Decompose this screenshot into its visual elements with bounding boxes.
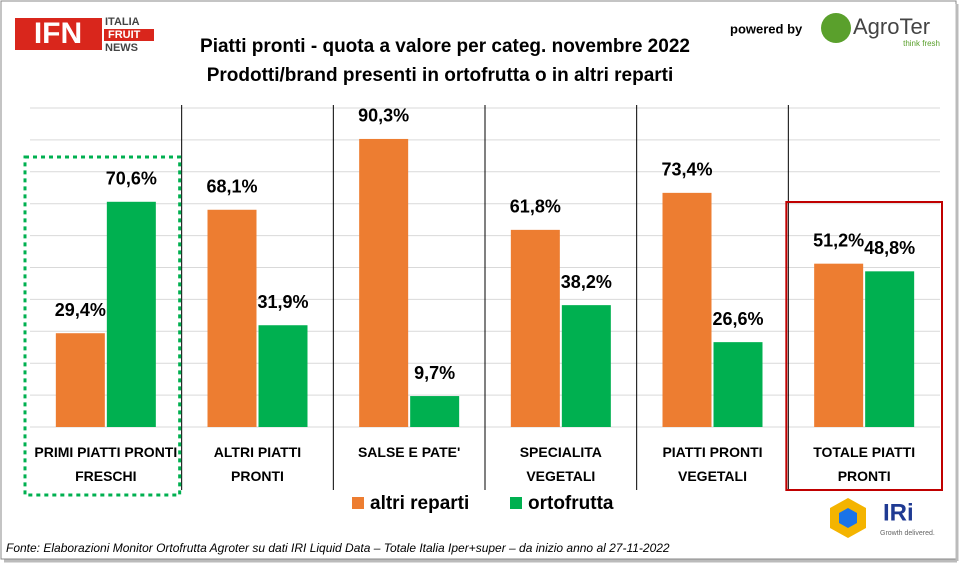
data-label: 48,8% [864,238,915,258]
agroter-tagline: think fresh [903,39,940,48]
bar [55,333,105,427]
source-note: Fonte: Elaborazioni Monitor Ortofrutta A… [6,541,670,555]
ifn-logo [15,18,102,50]
ifn-band [104,29,154,41]
chart-title: Piatti pronti - quota a valore per categ… [200,36,690,57]
x-tick-label-box: PRIMI PIATTI PRONTI FRESCHI [34,444,178,484]
highlight-box [23,155,182,497]
bar [561,305,611,427]
data-label: 38,2% [561,272,612,292]
x-tick-label: SPECIALITA VEGETALI [519,444,602,484]
bar [713,342,763,427]
x-tick-label-box: ALTRI PIATTI PRONTI [213,444,302,484]
agroter-icon [821,13,851,43]
ifn-text: NEWS [105,42,138,54]
x-tick-label-box: SALSE E PATE' [357,444,461,460]
ifn-text: ITALIA [105,16,140,28]
ifn-text: FRUIT [108,29,141,41]
bar [359,138,409,427]
bar [510,229,560,427]
bar [814,263,864,427]
data-label: 26,6% [712,309,763,329]
iri-tagline: Growth delivered. [880,530,935,537]
iri-logo: IRi [883,499,914,526]
highlight-box [785,201,943,491]
bar [207,209,257,427]
x-tick-label-box: PIATTI PRONTI VEGETALI [662,444,763,484]
data-label: 68,1% [206,177,257,197]
powered-by: powered by [730,21,803,36]
x-tick-label: PIATTI PRONTI VEGETALI [662,444,763,484]
x-tick-label-box: SPECIALITA VEGETALI [519,444,602,484]
data-label: 51,2% [813,230,864,250]
legend-label: ortofrutta [528,493,614,514]
x-tick-label: PRIMI PIATTI PRONTI FRESCHI [34,444,178,484]
x-tick-label-box: TOTALE PIATTI PRONTI [813,444,916,484]
data-label: 31,9% [257,292,308,312]
x-tick-label: ALTRI PIATTI PRONTI [213,444,302,484]
data-label: 73,4% [661,160,712,180]
data-label: 29,4% [55,300,106,320]
legend-label: altri reparti [370,493,469,514]
agroter-logo: AgroTer [853,14,930,39]
bar [258,325,308,427]
x-tick-label: SALSE E PATE' [357,444,461,460]
data-label: 70,6% [106,169,157,189]
data-label: 61,8% [510,197,561,217]
chart-subtitle: Prodotti/brand presenti in ortofrutta o … [207,65,674,86]
bar [662,192,712,427]
bar [865,271,915,427]
legend-swatch [510,497,522,509]
data-label: 90,3% [358,106,409,126]
legend-swatch [352,497,364,509]
iri-icon [839,508,857,528]
bar [106,201,156,427]
data-label: 9,7% [414,363,455,383]
x-tick-label: TOTALE PIATTI PRONTI [813,444,916,484]
bar [410,396,460,427]
ifn-logo-text: IFN [34,17,82,50]
